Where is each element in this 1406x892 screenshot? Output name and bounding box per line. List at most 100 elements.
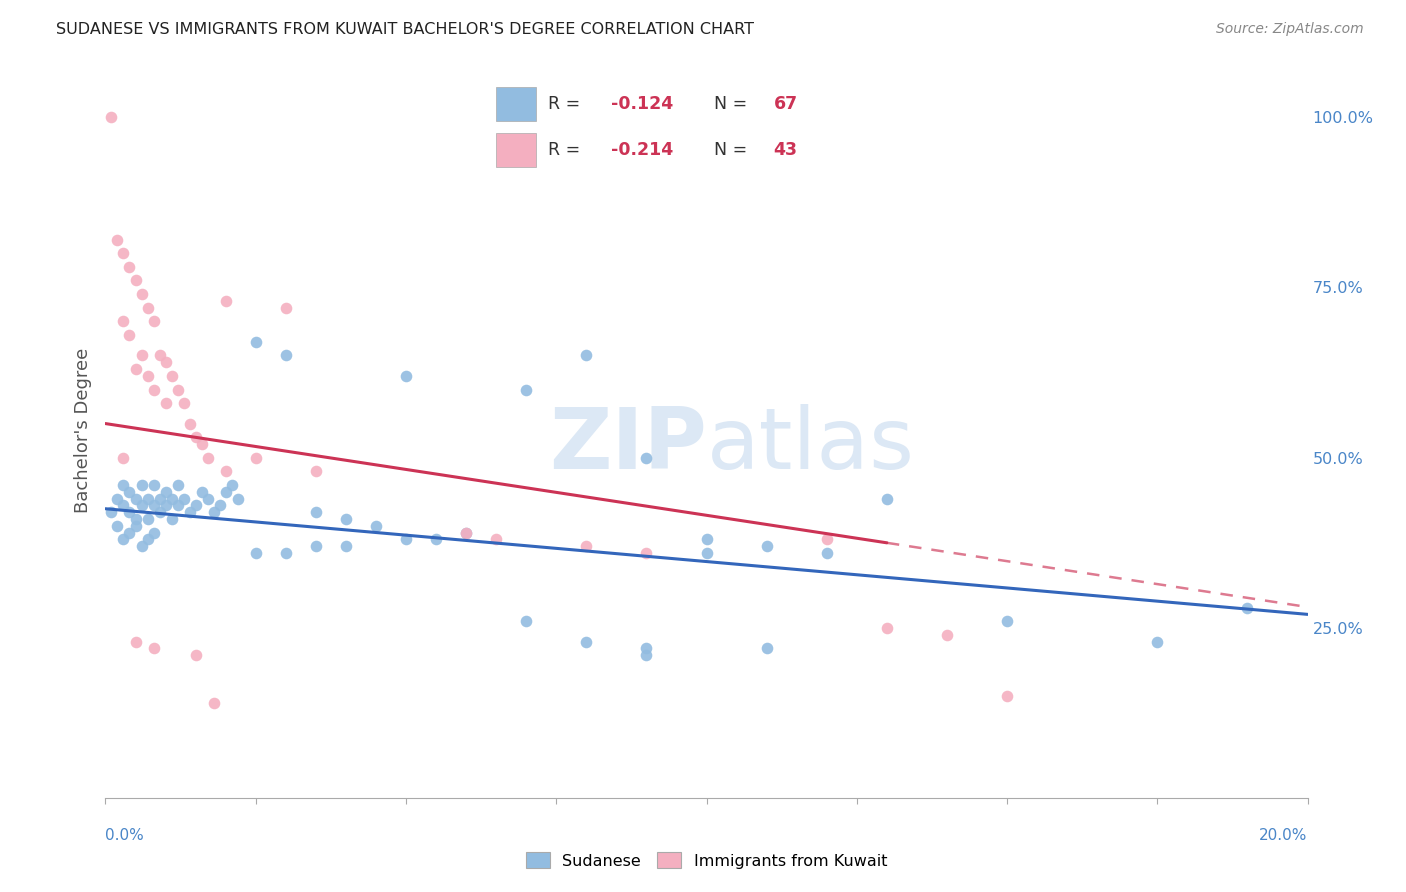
Point [124,518,146,533]
Point [160,491,183,506]
Point [245,546,267,560]
Point [131,478,153,492]
Point [136,491,159,506]
Point [173,491,195,506]
Text: Source: ZipAtlas.com: Source: ZipAtlas.com [1216,22,1364,37]
Point [118,505,141,519]
Point [100,110,122,124]
Point [214,293,236,308]
Point [142,499,165,513]
Point [155,355,177,369]
Point [166,499,188,513]
Point [575,539,598,553]
Point [155,484,177,499]
Point [936,628,959,642]
Point [112,246,135,260]
Point [454,525,477,540]
Point [112,314,135,328]
Point [190,484,212,499]
Point [305,505,328,519]
Point [575,634,598,648]
Point [425,533,447,547]
Point [226,491,249,506]
Point [112,478,135,492]
Point [305,464,328,478]
Point [112,450,135,465]
Point [454,525,477,540]
Point [173,396,195,410]
Point [696,546,718,560]
Point [995,614,1018,628]
Text: 0.0%: 0.0% [105,829,145,843]
Point [148,505,170,519]
Point [148,491,170,506]
Point [107,491,129,506]
Point [131,287,153,301]
Point [142,478,165,492]
Point [995,689,1018,703]
Point [1146,634,1168,648]
Point [202,505,225,519]
Point [184,430,207,444]
Point [179,417,201,431]
Text: atlas: atlas [707,403,914,487]
Point [124,362,146,376]
Point [1236,600,1258,615]
Point [636,641,658,656]
Point [696,533,718,547]
Point [124,512,146,526]
Point [112,499,135,513]
Point [160,512,183,526]
Point [160,368,183,383]
Point [755,641,778,656]
Point [815,546,838,560]
Point [245,334,267,349]
Point [118,328,141,343]
Point [515,614,537,628]
Point [274,546,297,560]
Point [208,499,231,513]
Point [124,491,146,506]
Point [118,260,141,274]
Point [202,696,225,710]
Point [136,512,159,526]
Point [305,539,328,553]
Point [166,383,188,397]
Point [179,505,201,519]
Point [335,512,357,526]
Point [148,348,170,362]
Point [155,499,177,513]
Text: SUDANESE VS IMMIGRANTS FROM KUWAIT BACHELOR'S DEGREE CORRELATION CHART: SUDANESE VS IMMIGRANTS FROM KUWAIT BACHE… [56,22,754,37]
Point [136,301,159,315]
Point [335,539,357,553]
Text: ZIP: ZIP [548,403,707,487]
Point [575,348,598,362]
Point [221,478,243,492]
Point [131,499,153,513]
Point [184,499,207,513]
Point [184,648,207,663]
Point [197,491,219,506]
Point [142,383,165,397]
Point [636,450,658,465]
Point [124,634,146,648]
Point [197,450,219,465]
Point [214,484,236,499]
Text: 20.0%: 20.0% [1260,829,1308,843]
Point [142,525,165,540]
Point [136,368,159,383]
Point [876,491,898,506]
Point [107,518,129,533]
Point [274,301,297,315]
Point [395,368,418,383]
Point [124,273,146,287]
Point [395,533,418,547]
Legend: Sudanese, Immigrants from Kuwait: Sudanese, Immigrants from Kuwait [519,847,894,875]
Point [214,464,236,478]
Point [245,450,267,465]
Point [136,533,159,547]
Point [364,518,387,533]
Point [155,396,177,410]
Point [515,383,537,397]
Y-axis label: Bachelor's Degree: Bachelor's Degree [73,348,91,513]
